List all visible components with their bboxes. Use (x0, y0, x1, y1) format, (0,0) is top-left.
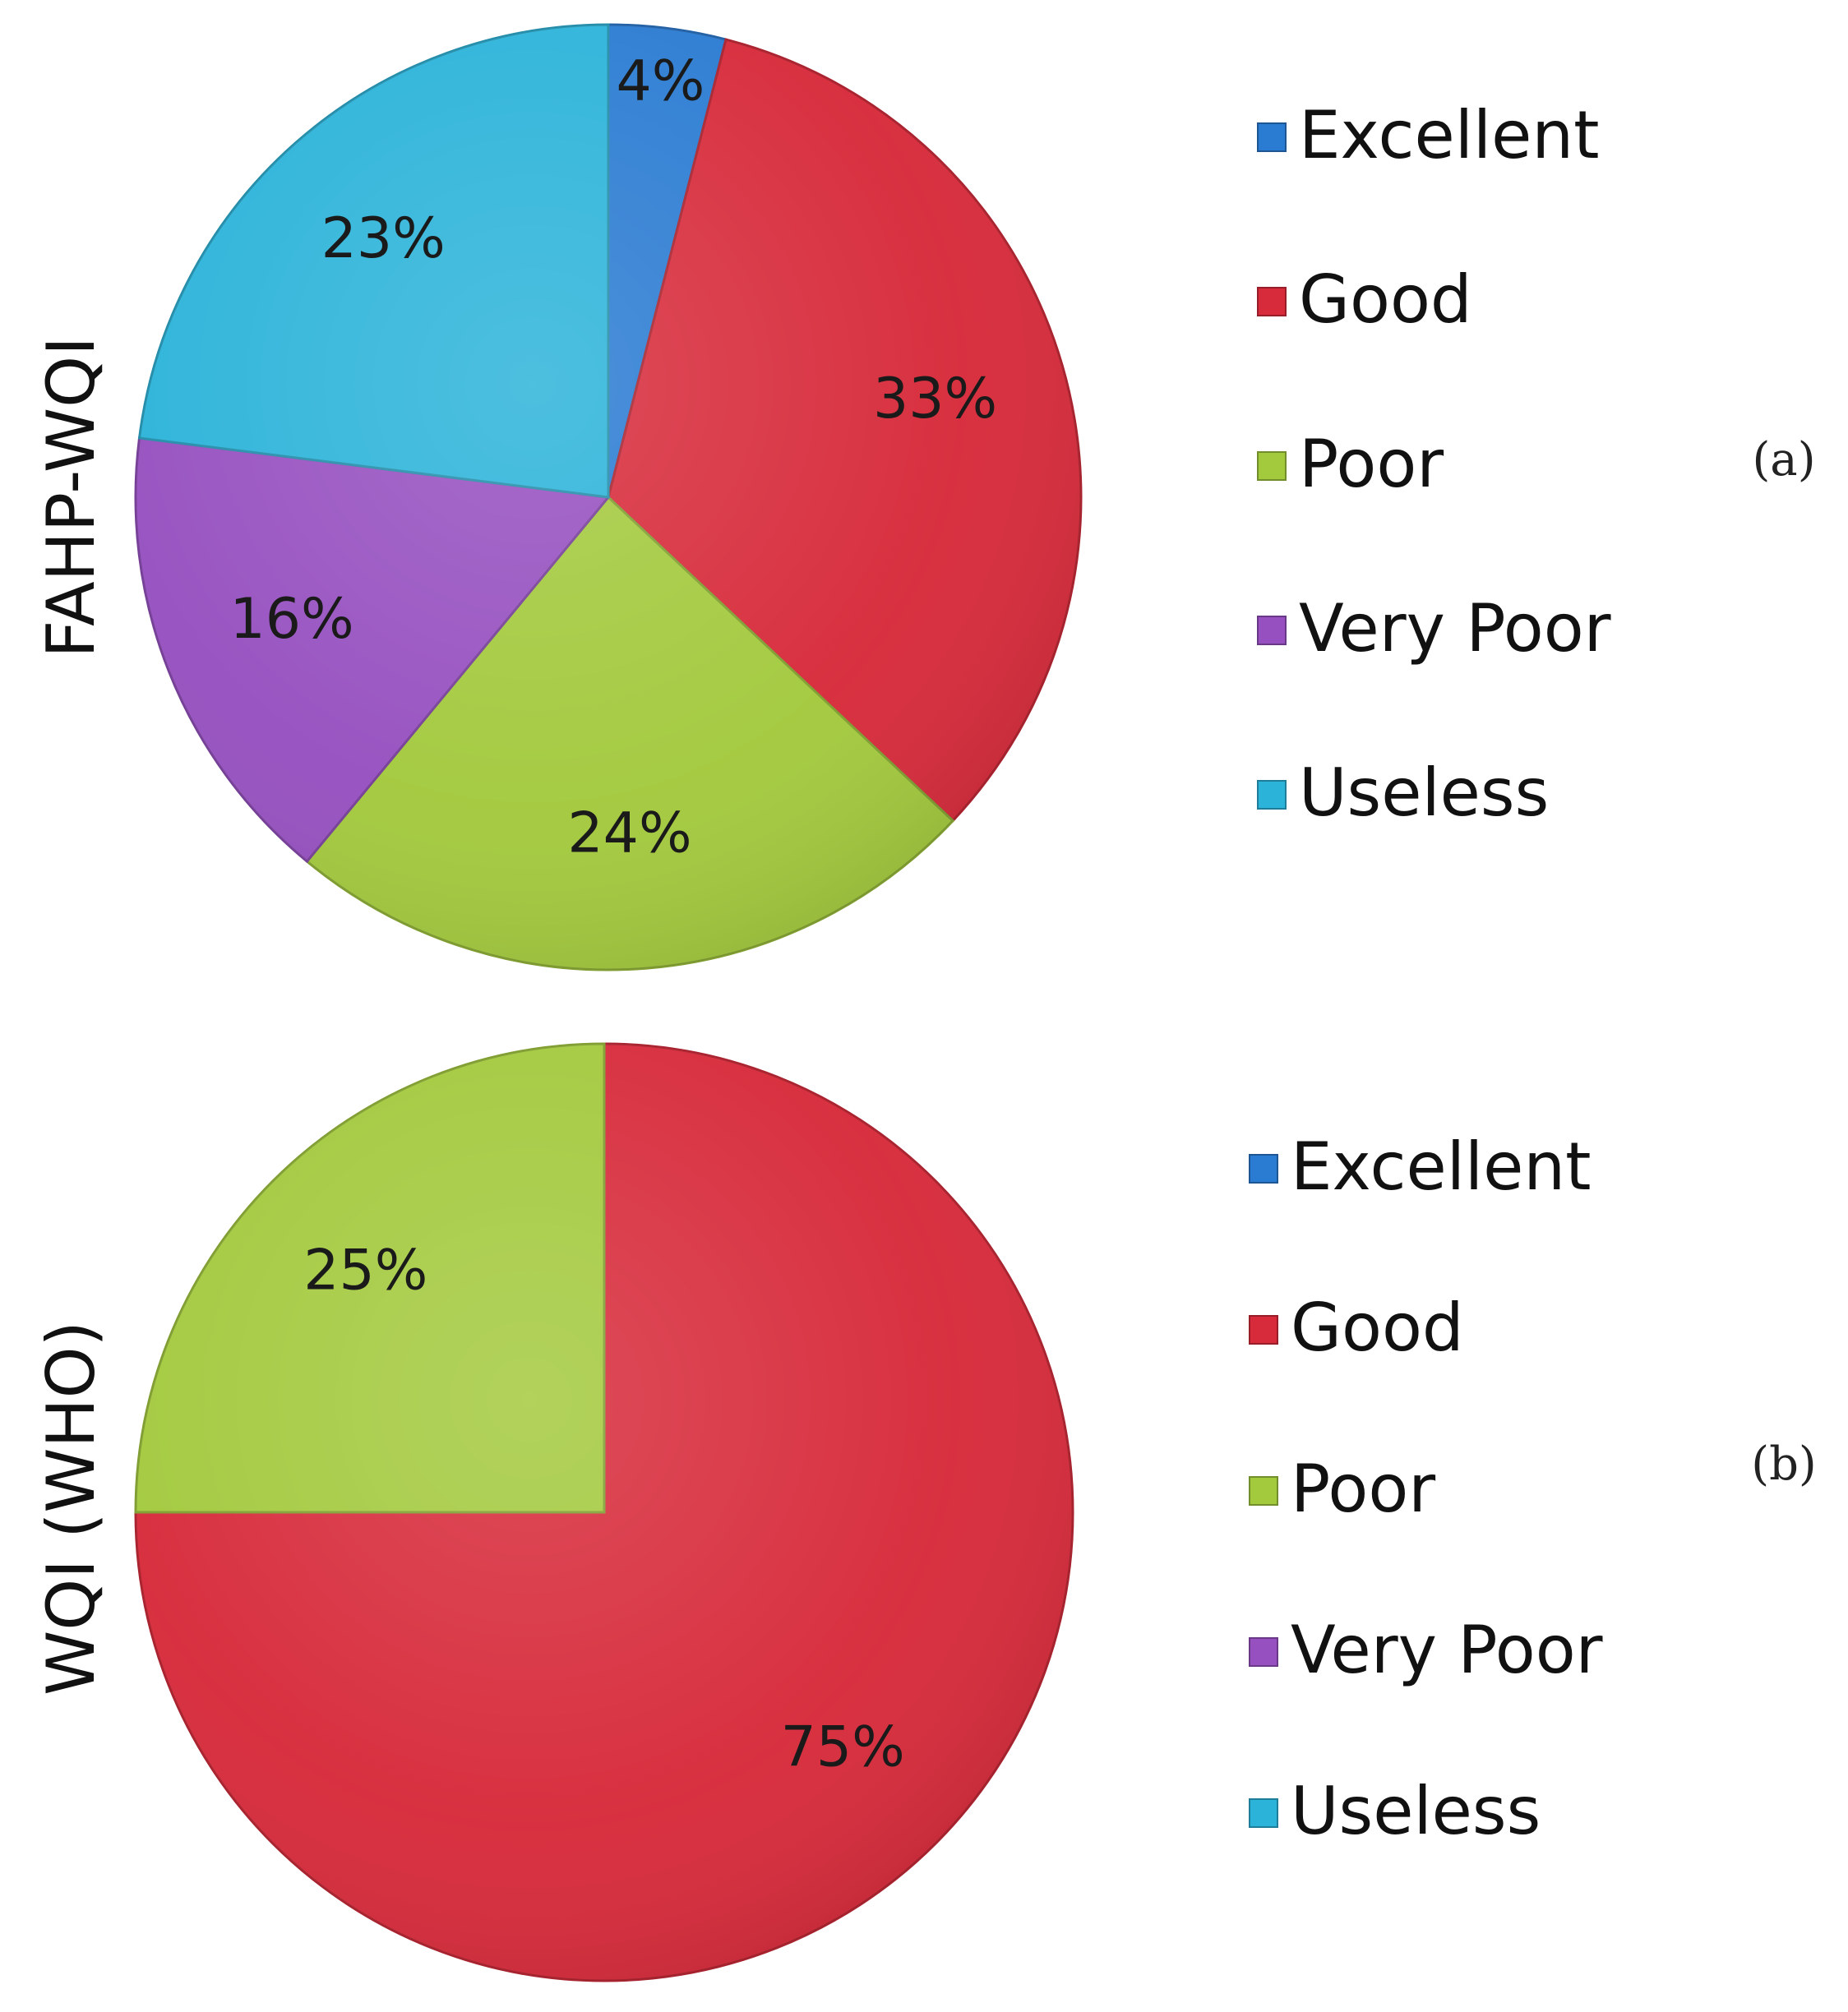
slice-label-poor: 24% (567, 801, 691, 866)
legend-label-poor: Poor (1291, 1451, 1435, 1527)
legend-b: Excellent Good Poor Very Poor Useless (1249, 1128, 1603, 1849)
legend-label-good: Good (1299, 261, 1472, 338)
legend-swatch-very-poor (1257, 616, 1287, 645)
legend-label-very-poor: Very Poor (1291, 1612, 1603, 1688)
legend-label-poor: Poor (1299, 426, 1444, 502)
pie-chart-b: WQI (WHO) 75% 25% Excellent Good Poor Very P… (33, 1042, 1817, 1982)
slice-label-good: 33% (873, 367, 997, 431)
legend-label-excellent: Excellent (1299, 97, 1599, 173)
legend-label-useless: Useless (1299, 754, 1549, 831)
slices-b (134, 1042, 1074, 1982)
slice-labels-a: 4% 33% 24% 16% 23% (230, 49, 998, 866)
pie-chart-a: FAHP-WQI 4% 33% 24% 16% 23% Excellent Good Poo… (33, 23, 1816, 971)
slice-label-good: 75% (781, 1715, 905, 1780)
slice-label-very-poor: 16% (230, 587, 354, 652)
legend-swatch-excellent (1249, 1154, 1278, 1184)
legend-swatch-poor (1257, 451, 1287, 481)
panel-tag-b: (b) (1751, 1437, 1817, 1491)
slice-label-excellent: 4% (616, 49, 705, 114)
legend-swatch-poor (1249, 1476, 1278, 1506)
legend-swatch-good (1257, 287, 1287, 316)
panel-tag-a: (a) (1752, 433, 1815, 487)
y-axis-label-b: WQI (WHO) (33, 1321, 109, 1696)
legend-swatch-excellent (1257, 122, 1287, 152)
slice-labels-b: 75% 25% (303, 1238, 905, 1779)
legend-a: Excellent Good Poor Very Poor Useless (1257, 97, 1611, 831)
legend-label-good: Good (1291, 1290, 1464, 1366)
legend-label-useless: Useless (1291, 1773, 1541, 1849)
legend-swatch-useless (1257, 780, 1287, 810)
legend-label-excellent: Excellent (1291, 1128, 1591, 1205)
legend-swatch-very-poor (1249, 1637, 1278, 1667)
legend-swatch-useless (1249, 1798, 1278, 1828)
legend-swatch-good (1249, 1315, 1278, 1345)
slice-label-useless: 23% (321, 206, 446, 271)
legend-label-very-poor: Very Poor (1299, 590, 1611, 667)
y-axis-label-a: FAHP-WQI (33, 336, 109, 658)
slice-label-poor: 25% (303, 1238, 427, 1303)
